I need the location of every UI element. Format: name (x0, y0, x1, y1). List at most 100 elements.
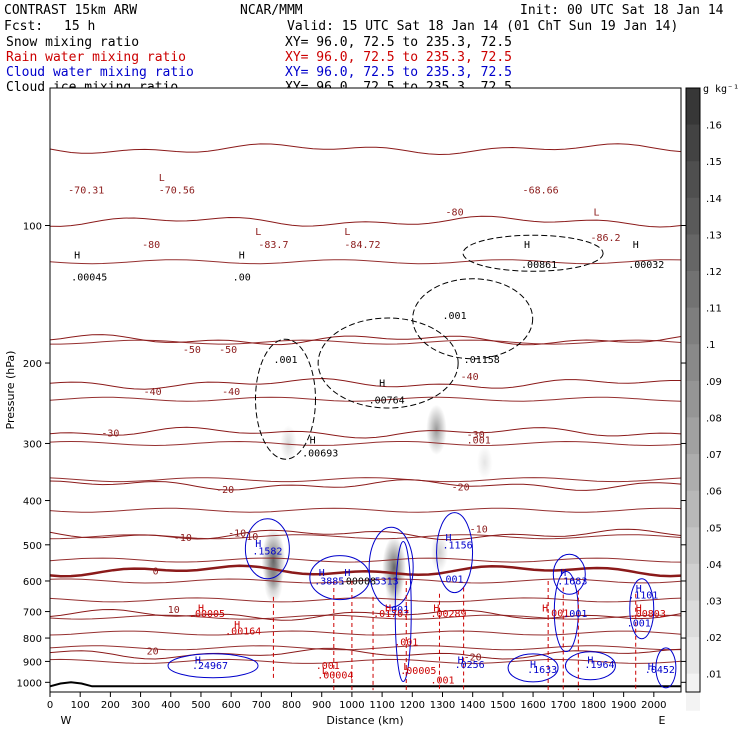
colorbar-swatch (686, 88, 700, 126)
y-tick-label: 400 (23, 497, 42, 508)
x-tick-label: 600 (222, 700, 241, 711)
isotherm-line (49, 396, 682, 402)
colorbar-tick-label: .12 (706, 267, 722, 278)
shading-cell (426, 404, 447, 455)
colorbar-swatch (686, 637, 700, 675)
cloud-water-contour (507, 653, 559, 683)
snow-mixing-contour (254, 338, 316, 460)
legend-entry-xy: XY= 96.0, 72.5 to 235.3, 72.5 (285, 65, 512, 80)
contour-annotation: .001 (316, 661, 340, 672)
x-tick-label: 1700 (551, 700, 576, 711)
contour-annotation: .24967 (192, 661, 228, 672)
contour-annotation: .01707 (373, 609, 409, 620)
contour-annotation: H (310, 435, 316, 446)
contour-annotation: H (446, 533, 452, 544)
contour-annotation: .001 (545, 609, 569, 620)
contour-annotation: H (74, 250, 80, 261)
chart-title: CONTRAST 15km ARW (4, 3, 137, 18)
x-tick-label: 2000 (641, 700, 666, 711)
contour-annotation: .00004 (317, 670, 353, 681)
x-tick-label: 0 (47, 700, 53, 711)
contour-annotation: .01158 (464, 355, 500, 366)
shading-cell (280, 425, 297, 462)
temperature-contour-line (49, 564, 682, 578)
temperature-contour-line (49, 479, 682, 491)
contour-annotation: 20 (147, 647, 159, 658)
colorbar-swatch (686, 161, 700, 199)
contour-annotation: H (636, 604, 642, 615)
fcst-value: 15 h (64, 19, 95, 34)
contour-annotation: .0452 (645, 665, 675, 676)
contour-annotation: H (255, 539, 261, 550)
contour-annotation: H (636, 584, 642, 595)
temperature-contour-line (49, 143, 682, 156)
contour-annotation: 10 (168, 605, 180, 616)
center-label: NCAR/MMM (240, 3, 303, 18)
contour-annotation: .00164 (225, 626, 261, 637)
cloud-water-contour (564, 651, 616, 681)
contour-annotation: L (255, 227, 261, 238)
cloud-water-contour (655, 647, 677, 689)
y-tick-label: 1000 (17, 678, 42, 689)
contour-annotation: .0256 (455, 660, 485, 671)
isotherm-line (50, 339, 682, 345)
contour-annotation: .1156 (443, 541, 473, 552)
colorbar-tick-label: .03 (706, 596, 722, 607)
contour-annotation: H (344, 568, 350, 579)
cloud-water-contour (553, 571, 579, 653)
contour-annotation: .00045 (71, 273, 107, 284)
contour-annotation: H (379, 378, 385, 389)
x-tick-label: 700 (252, 700, 271, 711)
annotations-layer: -70.31L-70.56-80L-83.7L-84.72-80-68.66L-… (68, 173, 675, 686)
contour-annotation: H (198, 604, 204, 615)
colorbar-swatch (686, 124, 700, 162)
contour-annotation: H (239, 250, 245, 261)
x-axis-left-label: W (61, 714, 72, 727)
colorbar-tick-label: .07 (706, 450, 722, 461)
colorbar-tick-label: .02 (706, 633, 722, 644)
contour-annotation: .001 (439, 575, 463, 586)
colorbar-swatch (686, 271, 700, 309)
colorbar-swatch (686, 234, 700, 272)
colorbar-unit: g kg⁻¹ (703, 84, 739, 95)
contour-annotation: -10 (174, 533, 192, 544)
contour-annotation: -20 (452, 482, 470, 493)
colorbar-swatch (686, 344, 700, 382)
cloud-water-contour (309, 555, 371, 601)
contour-annotation: -70.31 (68, 185, 104, 196)
cloud-water-contour (368, 526, 414, 608)
contour-annotation: L (344, 227, 350, 238)
contour-annotation: .001 (385, 605, 409, 616)
x-tick-label: 1300 (430, 700, 455, 711)
legend-entry-name: Rain water mixing ratio (6, 50, 186, 65)
shading-layer (261, 404, 493, 609)
isotherm-line (49, 534, 682, 540)
legend: Snow mixing ratio XY= 96.0, 72.5 to 235.3… (6, 35, 512, 95)
contour-annotation: -70.56 (159, 185, 195, 196)
contour-annotation: .00861 (521, 260, 557, 271)
init-label: Init: 00 UTC Sat 18 Jan 14 (520, 3, 724, 18)
contour-annotation: -50 (183, 345, 201, 356)
contour-annotation: -86.2 (590, 233, 620, 244)
snow-mixing-contour (462, 234, 604, 272)
cloud-water-contour (167, 653, 259, 679)
colorbar-swatch (686, 563, 700, 601)
contour-annotation: .1101 (628, 590, 658, 601)
isotherm-line (49, 259, 682, 265)
contour-annotation: -40 (144, 387, 162, 398)
contour-annotation: -84.72 (344, 240, 380, 251)
isotherm-line (49, 578, 682, 584)
x-tick-label: 100 (71, 700, 90, 711)
contour-annotation: .1582 (252, 546, 282, 557)
colorbar-swatch (686, 600, 700, 638)
plot-background (50, 88, 681, 692)
contour-annotation: -10 (228, 529, 246, 540)
contour-annotation: -80 (142, 240, 160, 251)
temperature-contours (49, 143, 682, 688)
x-tick-label: 500 (191, 700, 210, 711)
colorbar-tick-label: .04 (706, 560, 722, 571)
contour-annotation: -20 (216, 485, 234, 496)
temperature-contour-line (49, 647, 682, 660)
